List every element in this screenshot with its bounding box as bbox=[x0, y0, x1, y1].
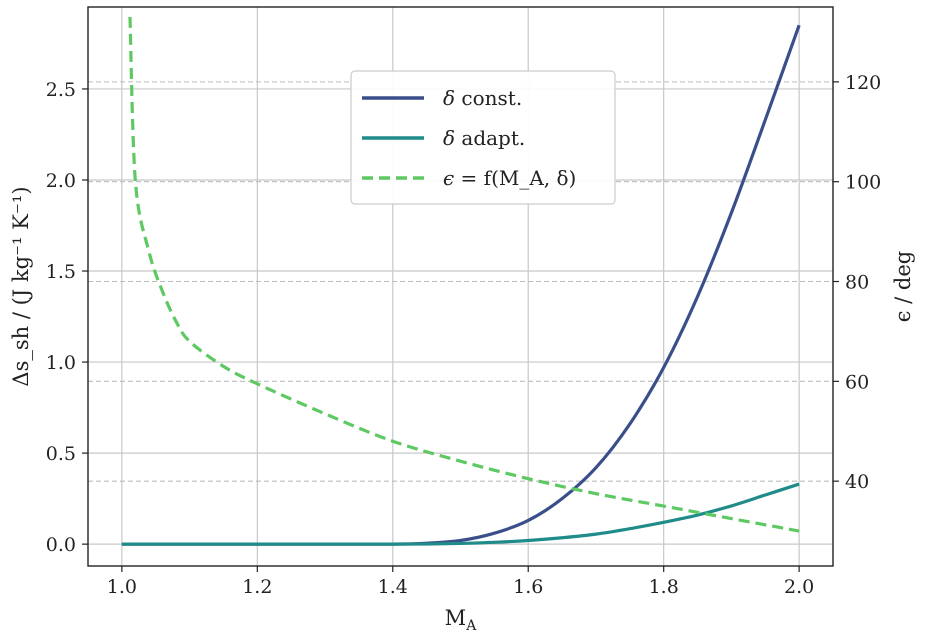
plot-frame bbox=[87, 6, 834, 567]
x-axis-label-sub: A bbox=[465, 618, 477, 634]
series-layer bbox=[121, 16, 801, 546]
legend-label-1: δ adapt. bbox=[443, 126, 525, 150]
legend-text-1: adapt. bbox=[455, 126, 525, 150]
legend-symbol-2: ϵ bbox=[443, 166, 454, 190]
y-left-tick-label: 1.0 bbox=[46, 352, 76, 374]
x-axis-label: MA bbox=[445, 606, 478, 634]
x-tick-label: 2.0 bbox=[784, 576, 814, 598]
y-axis-left-label: Δs_sh / (J kg⁻¹ K⁻¹) bbox=[9, 186, 33, 386]
series-line-2 bbox=[128, 16, 800, 533]
y-left-tick-label: 0.5 bbox=[46, 443, 76, 465]
y-right-tick-label: 60 bbox=[845, 371, 869, 393]
legend-label-2: ϵ = f(M_A, δ) bbox=[443, 166, 576, 190]
y-left-tick-label: 2.0 bbox=[46, 170, 76, 192]
y-left-tick-label: 0.0 bbox=[46, 534, 76, 556]
legend-box bbox=[350, 70, 616, 205]
y-right-tick-label: 100 bbox=[845, 172, 881, 194]
y-left-tick-label: 2.5 bbox=[46, 79, 76, 101]
x-axis-label-main: M bbox=[445, 606, 467, 630]
x-tick-label: 1.6 bbox=[513, 576, 543, 598]
x-tick-label: 1.8 bbox=[649, 576, 679, 598]
legend-text-2: = f(M_A, δ) bbox=[454, 166, 576, 190]
x-tick-label: 1.0 bbox=[107, 576, 137, 598]
legend-label-0: δ const. bbox=[443, 86, 522, 110]
x-tick-label: 1.4 bbox=[378, 576, 408, 598]
y-right-tick-label: 80 bbox=[845, 272, 869, 294]
x-tick-label: 1.2 bbox=[242, 576, 272, 598]
legend-symbol-0: δ bbox=[443, 86, 455, 110]
legend-symbol-1: δ bbox=[443, 126, 455, 150]
y-left-tick-label: 1.5 bbox=[46, 261, 76, 283]
tick-labels: 1.0 1.2 1.4 1.6 1.8 2.0 0.0 0.5 1.0 1.5 2.0 2.5 40 60… bbox=[46, 72, 881, 598]
y-axis-right-label: ϵ / deg bbox=[891, 251, 915, 323]
series-line-1 bbox=[121, 482, 800, 546]
y-right-tick-label: 40 bbox=[845, 471, 869, 493]
ticks bbox=[82, 81, 839, 572]
y-right-tick-label: 120 bbox=[845, 72, 881, 94]
legend-text-0: const. bbox=[455, 86, 522, 110]
legend: δ const.δ adapt.ϵ = f(M_A, δ) bbox=[350, 70, 616, 205]
